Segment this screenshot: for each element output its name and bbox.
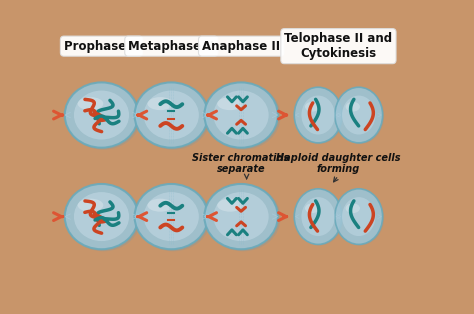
Ellipse shape xyxy=(335,189,383,244)
Ellipse shape xyxy=(346,102,360,111)
Ellipse shape xyxy=(144,90,199,139)
Ellipse shape xyxy=(204,82,278,148)
Ellipse shape xyxy=(213,192,269,241)
Ellipse shape xyxy=(294,189,342,244)
Ellipse shape xyxy=(305,102,319,111)
Ellipse shape xyxy=(65,82,138,148)
Ellipse shape xyxy=(294,87,342,143)
Ellipse shape xyxy=(305,203,319,213)
Ellipse shape xyxy=(147,199,173,212)
Ellipse shape xyxy=(342,95,375,134)
Text: Telophase II and
Cytokinesis: Telophase II and Cytokinesis xyxy=(284,32,392,60)
Ellipse shape xyxy=(346,203,360,213)
Ellipse shape xyxy=(205,83,281,150)
Ellipse shape xyxy=(74,192,129,241)
Ellipse shape xyxy=(213,90,269,139)
Ellipse shape xyxy=(342,197,375,236)
Ellipse shape xyxy=(136,184,211,251)
Ellipse shape xyxy=(301,197,335,236)
Ellipse shape xyxy=(66,184,141,251)
Ellipse shape xyxy=(78,97,103,110)
Ellipse shape xyxy=(78,199,103,212)
Ellipse shape xyxy=(337,88,384,144)
Ellipse shape xyxy=(217,199,243,212)
Text: Metaphase II: Metaphase II xyxy=(128,40,214,53)
Text: Haploid daughter cells
forming: Haploid daughter cells forming xyxy=(276,153,401,174)
Ellipse shape xyxy=(296,88,344,144)
Ellipse shape xyxy=(301,95,335,134)
Ellipse shape xyxy=(65,184,138,249)
Ellipse shape xyxy=(335,87,383,143)
Ellipse shape xyxy=(66,83,141,150)
Text: Sister chromatids
separate: Sister chromatids separate xyxy=(192,153,290,174)
Ellipse shape xyxy=(337,190,384,245)
Ellipse shape xyxy=(217,97,243,110)
Text: Anaphase II: Anaphase II xyxy=(202,40,280,53)
Ellipse shape xyxy=(136,83,211,150)
Ellipse shape xyxy=(74,90,129,139)
Text: Prophase II: Prophase II xyxy=(64,40,139,53)
Ellipse shape xyxy=(147,97,173,110)
Ellipse shape xyxy=(205,184,281,251)
Ellipse shape xyxy=(144,192,199,241)
Ellipse shape xyxy=(204,184,278,249)
Ellipse shape xyxy=(296,190,344,245)
Ellipse shape xyxy=(135,82,208,148)
Ellipse shape xyxy=(135,184,208,249)
